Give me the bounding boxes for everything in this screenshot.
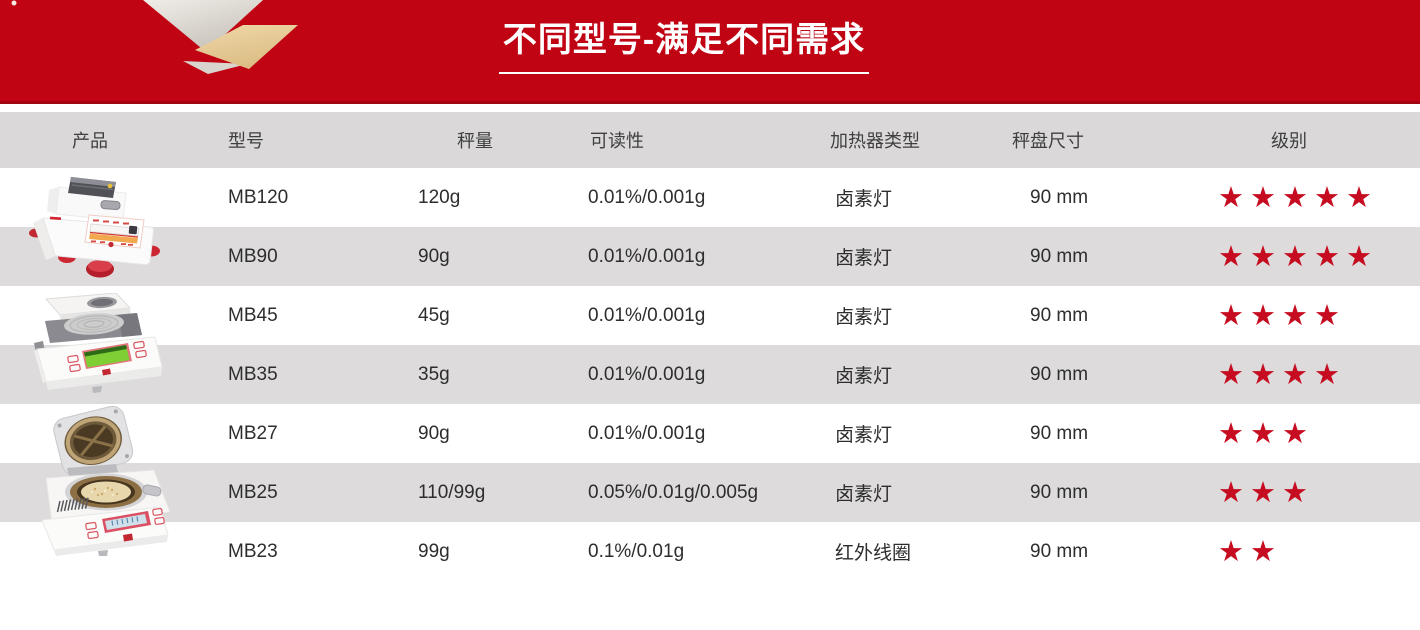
table-row: MB45 45g 0.01%/0.001g 卤素灯 90 mm ★★★★ [0, 286, 1420, 345]
cell-pan_size: 90 mm [1030, 245, 1089, 267]
cell-capacity: 45g [418, 304, 450, 326]
cell-model: MB45 [228, 304, 278, 326]
column-header-heater: 加热器类型 [830, 131, 920, 151]
cell-capacity: 90g [418, 245, 450, 267]
star-rating-icons: ★★★★★ [1218, 179, 1378, 214]
cell-capacity: 120g [418, 186, 461, 208]
cell-heater: 卤素灯 [835, 484, 893, 505]
banner-decor-shapes [11, 0, 298, 74]
cell-rating: ★★ [1195, 533, 1420, 568]
moisture-analyzer-photo-3 [41, 405, 171, 556]
cell-heater: 卤素灯 [835, 425, 893, 446]
cell-heater: 卤素灯 [835, 307, 893, 328]
table-row: MB90 90g 0.01%/0.001g 卤素灯 90 mm ★★★★★ [0, 227, 1420, 286]
moisture-analyzer-photo-2 [34, 293, 163, 393]
cell-model: MB35 [228, 363, 278, 385]
cell-pan_size: 90 mm [1030, 422, 1089, 444]
cell-rating: ★★★★★ [1195, 238, 1420, 273]
star-rating-icons: ★★★★ [1218, 297, 1346, 332]
product-image-row1-2 [29, 177, 160, 278]
cell-rating: ★★★ [1195, 474, 1420, 509]
table-row: MB23 99g 0.1%/0.01g 红外线圈 90 mm ★★ [0, 522, 1420, 581]
banner: 不同型号-满足不同需求 [0, 0, 1420, 104]
cell-heater: 卤素灯 [835, 366, 893, 387]
cell-pan_size: 90 mm [1030, 540, 1089, 562]
cell-capacity: 110/99g [418, 481, 486, 503]
cell-model: MB120 [228, 186, 289, 208]
moisture-analyzer-photo-1 [29, 177, 160, 278]
product-comparison-table: 产品 型号 秤量 可读性 加热器类型 秤盘尺寸 级别 MB120 120g 0.01%/0.00… [0, 112, 1420, 581]
star-rating-icons: ★★★★★ [1218, 238, 1378, 273]
cell-model: MB90 [228, 245, 278, 267]
column-header-readability: 可读性 [590, 131, 644, 151]
column-header-capacity: 秤量 [457, 131, 493, 151]
cell-readability: 0.01%/0.001g [588, 245, 706, 267]
table-row: MB27 90g 0.01%/0.001g 卤素灯 90 mm ★★★ [0, 404, 1420, 463]
cell-heater: 卤素灯 [835, 189, 893, 210]
product-image-row5-6 [41, 405, 171, 556]
table-row: MB25 110/99g 0.05%/0.01g/0.005g 卤素灯 90 mm ★★★ [0, 463, 1420, 522]
column-header-model: 型号 [228, 131, 264, 151]
table-row: MB35 35g 0.01%/0.001g 卤素灯 90 mm ★★★★ [0, 345, 1420, 404]
cell-pan_size: 90 mm [1030, 304, 1089, 326]
column-header-rating: 级别 [1271, 131, 1307, 151]
star-rating-icons: ★★★★ [1218, 356, 1346, 391]
cell-rating: ★★★★ [1195, 297, 1420, 332]
table-body: MB120 120g 0.01%/0.001g 卤素灯 90 mm ★★★★★ MB90 90… [0, 168, 1420, 581]
cell-capacity: 35g [418, 363, 450, 385]
product-image-row3-4 [34, 293, 163, 393]
table-header: 产品 型号 秤量 可读性 加热器类型 秤盘尺寸 级别 [0, 112, 1420, 168]
cell-readability: 0.01%/0.001g [588, 186, 706, 208]
cell-heater: 卤素灯 [835, 248, 893, 269]
cell-readability: 0.01%/0.001g [588, 304, 706, 326]
cell-rating: ★★★★ [1195, 356, 1420, 391]
table-row: MB120 120g 0.01%/0.001g 卤素灯 90 mm ★★★★★ [0, 168, 1420, 227]
cell-heater: 红外线圈 [835, 543, 912, 564]
cell-pan_size: 90 mm [1030, 363, 1089, 385]
star-rating-icons: ★★★ [1218, 415, 1314, 450]
cell-readability: 0.05%/0.01g/0.005g [588, 481, 759, 503]
cell-readability: 0.01%/0.001g [588, 422, 706, 444]
cell-rating: ★★★ [1195, 415, 1420, 450]
cell-model: MB25 [228, 481, 278, 503]
cell-readability: 0.01%/0.001g [588, 363, 706, 385]
cell-rating: ★★★★★ [1195, 179, 1420, 214]
star-rating-icons: ★★★ [1218, 474, 1314, 509]
cell-readability: 0.1%/0.01g [588, 540, 685, 562]
page-title: 不同型号-满足不同需求 [498, 12, 870, 74]
cell-capacity: 99g [418, 540, 450, 562]
cell-capacity: 90g [418, 422, 450, 444]
column-header-pan_size: 秤盘尺寸 [1012, 131, 1084, 151]
cell-model: MB27 [228, 422, 278, 444]
cell-pan_size: 90 mm [1030, 186, 1089, 208]
column-header-product: 产品 [72, 131, 108, 151]
cell-model: MB23 [228, 540, 278, 562]
cell-pan_size: 90 mm [1030, 481, 1089, 503]
star-rating-icons: ★★ [1218, 533, 1282, 568]
